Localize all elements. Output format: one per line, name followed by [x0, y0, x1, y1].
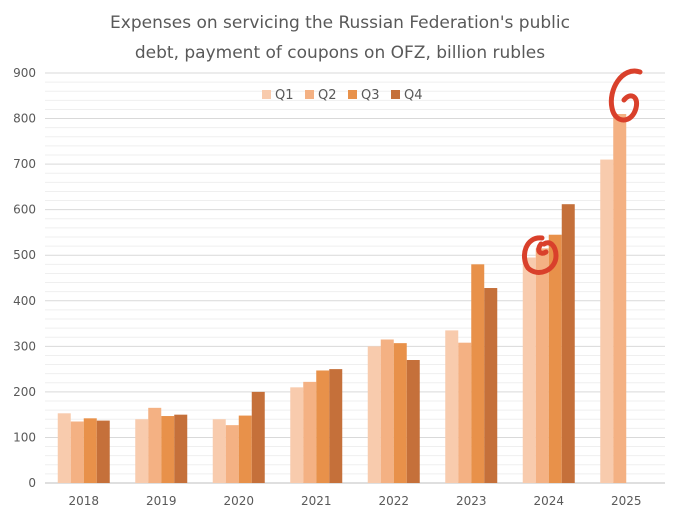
bar-q3-2023 — [471, 264, 485, 483]
x-tick-label: 2023 — [456, 494, 487, 508]
chart-title-line-2: debt, payment of coupons on OFZ, billion… — [134, 43, 546, 63]
legend-swatch-q1 — [262, 90, 271, 99]
legend-label-q2: Q2 — [318, 88, 337, 103]
legend-swatch-q2 — [305, 90, 314, 99]
y-tick-label: 800 — [13, 112, 36, 126]
bar-q4-2019 — [174, 414, 188, 483]
bar-q2-2022 — [380, 339, 394, 483]
bar-q2-2023 — [458, 342, 472, 483]
bar-q1-2022 — [367, 346, 381, 483]
bar-q1-2023 — [445, 330, 459, 483]
legend-swatch-q4 — [391, 90, 400, 99]
x-tick-label: 2020 — [223, 494, 254, 508]
bar-q1-2020 — [212, 419, 226, 483]
x-tick-label: 2018 — [68, 494, 99, 508]
y-tick-label: 200 — [13, 385, 36, 399]
bar-q1-2024 — [522, 257, 536, 483]
bar-q2-2018 — [70, 421, 84, 483]
y-tick-label: 300 — [13, 339, 36, 353]
bar-q4-2021 — [329, 369, 343, 483]
annotation-circle-2025 — [608, 68, 643, 123]
bar-q4-2022 — [406, 360, 420, 483]
chart-title-line-1: Expenses on servicing the Russian Federa… — [110, 13, 570, 33]
bar-q1-2025 — [600, 159, 614, 484]
bar-q3-2022 — [393, 343, 407, 483]
x-tick-label: 2019 — [146, 494, 177, 508]
bar-q2-2019 — [148, 407, 162, 483]
bar-q4-2024 — [561, 204, 575, 483]
y-tick-label: 900 — [13, 66, 36, 80]
bar-q3-2020 — [238, 415, 252, 483]
bar-q3-2019 — [161, 416, 175, 483]
legend-label-q3: Q3 — [361, 88, 380, 103]
bar-q1-2021 — [290, 387, 304, 483]
legend-label-q4: Q4 — [404, 88, 423, 103]
bar-q4-2018 — [96, 420, 110, 483]
legend-label-q1: Q1 — [275, 88, 294, 103]
bar-q3-2018 — [83, 418, 97, 483]
bar-q2-2020 — [225, 425, 239, 483]
y-tick-label: 0 — [28, 476, 36, 490]
y-tick-label: 500 — [13, 248, 36, 262]
y-tick-label: 700 — [13, 157, 36, 171]
bar-q2-2024 — [535, 248, 549, 483]
bar-q3-2024 — [548, 234, 562, 483]
x-tick-label: 2022 — [378, 494, 409, 508]
x-tick-label: 2021 — [301, 494, 332, 508]
bar-q2-2025 — [613, 114, 627, 483]
legend-swatch-q3 — [348, 90, 357, 99]
bar-q4-2023 — [484, 288, 498, 483]
annotation-circle-2024 — [522, 235, 559, 275]
bar-q4-2020 — [251, 391, 265, 483]
bar-q3-2021 — [316, 370, 330, 483]
bar-q2-2021 — [303, 381, 317, 483]
bar-q1-2019 — [135, 419, 149, 483]
y-tick-label: 600 — [13, 203, 36, 217]
bar-q1-2018 — [57, 413, 71, 483]
x-tick-label: 2024 — [533, 494, 564, 508]
y-tick-label: 400 — [13, 294, 36, 308]
x-tick-label: 2025 — [611, 494, 642, 508]
y-tick-label: 100 — [13, 430, 36, 444]
